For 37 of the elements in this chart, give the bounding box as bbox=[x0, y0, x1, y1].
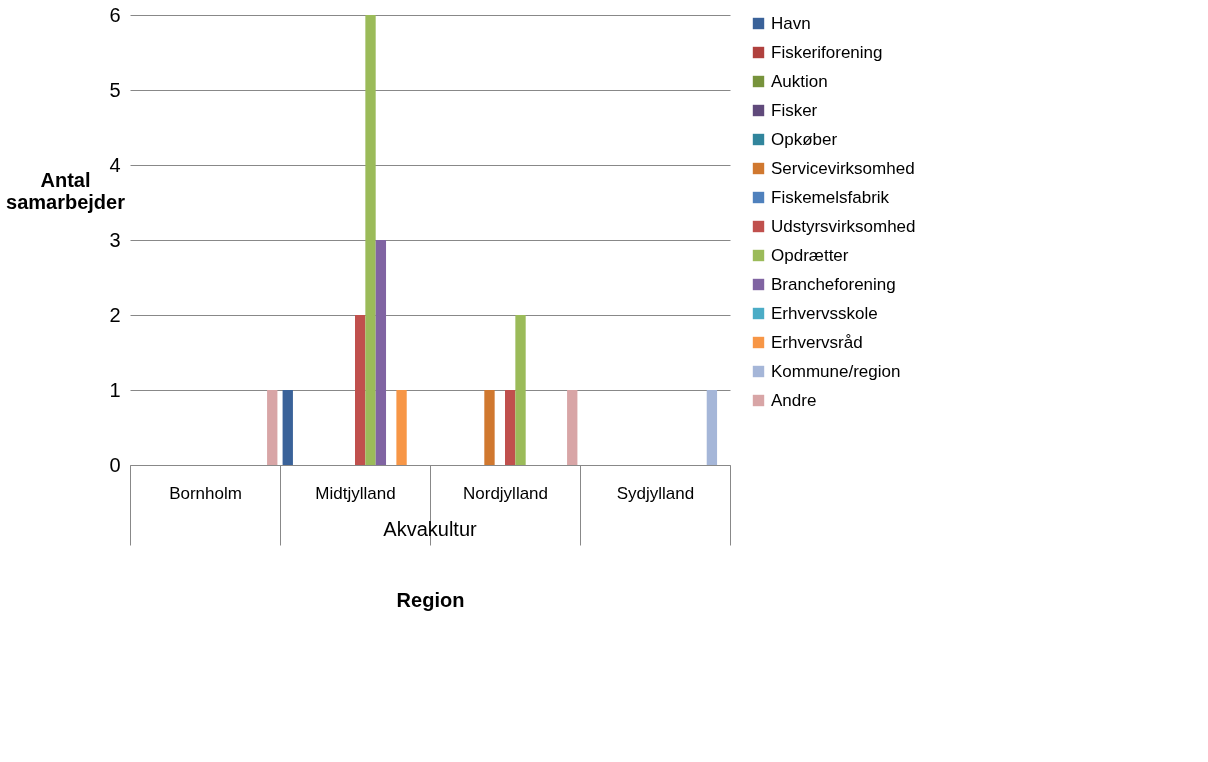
bar bbox=[355, 315, 366, 465]
bar bbox=[282, 390, 293, 465]
legend-label: Servicevirksomhed bbox=[771, 158, 915, 178]
y-tick-label: 6 bbox=[109, 3, 121, 26]
bar bbox=[706, 390, 718, 465]
legend-label: Udstyrsvirksomhed bbox=[771, 216, 916, 236]
bar bbox=[375, 240, 387, 465]
legend-label: Kommune/region bbox=[771, 361, 901, 381]
bar bbox=[365, 15, 376, 465]
bar bbox=[267, 390, 278, 465]
legend-label: Fiskemelsfabrik bbox=[771, 187, 890, 207]
legend-label: Auktion bbox=[771, 71, 828, 91]
y-tick-label: 5 bbox=[109, 78, 121, 101]
bar bbox=[396, 390, 407, 465]
x-tick-label: Midtjylland bbox=[315, 483, 396, 503]
legend-label: Fiskeriforening bbox=[771, 42, 883, 62]
bar bbox=[515, 315, 526, 465]
legend-label: Havn bbox=[771, 13, 811, 33]
bar bbox=[484, 390, 495, 465]
y-tick-label: 2 bbox=[109, 303, 121, 326]
x-tick-label: Nordjylland bbox=[462, 483, 549, 503]
legend-label: Opkøber bbox=[771, 129, 838, 149]
bar bbox=[505, 390, 516, 465]
x-tick-label: Bornholm bbox=[169, 483, 242, 503]
y-tick-label: 3 bbox=[109, 228, 121, 251]
y-tick-label: 0 bbox=[109, 453, 121, 476]
x-axis-title: Region bbox=[396, 589, 465, 611]
legend-label: Fisker bbox=[771, 100, 818, 120]
x-tick-label: Sydjylland bbox=[616, 483, 695, 503]
y-tick-label: 1 bbox=[109, 378, 121, 401]
bar bbox=[567, 390, 578, 465]
text: Akvakultur bbox=[383, 518, 478, 540]
legend-label: Brancheforening bbox=[771, 274, 896, 294]
legend-label: Andre bbox=[771, 390, 817, 410]
legend-label: Erhvervsråd bbox=[771, 332, 863, 352]
legend-label: Erhvervsskole bbox=[771, 303, 878, 323]
legend-label: Opdrætter bbox=[771, 245, 849, 265]
